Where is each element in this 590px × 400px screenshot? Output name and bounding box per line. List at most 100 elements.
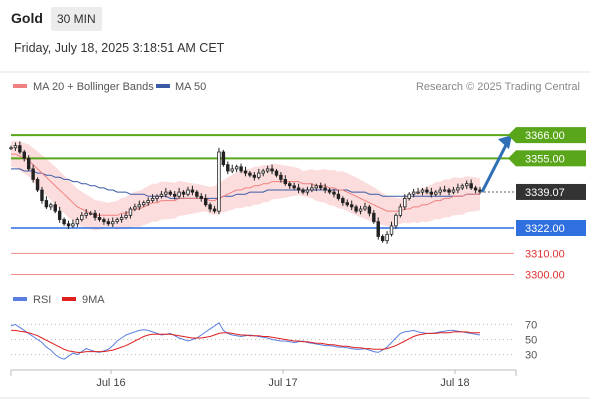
- legend-swatch-rsi: [13, 297, 27, 301]
- candle-body: [411, 191, 416, 195]
- candle-body: [26, 157, 31, 170]
- candle-body: [416, 191, 420, 194]
- candle-body: [301, 189, 305, 193]
- candle-body: [367, 206, 372, 214]
- level-label-box: [516, 150, 586, 167]
- rsi-panel: 70 50 30: [10, 319, 537, 362]
- candle-body: [425, 189, 429, 193]
- candle-body: [336, 193, 341, 199]
- candle-body: [159, 193, 164, 197]
- candle-body: [332, 191, 336, 195]
- candle-body: [13, 145, 18, 149]
- candle-body: [257, 172, 261, 178]
- candlesticks: [9, 141, 482, 244]
- credit-text: Research © 2025 Trading Central: [416, 81, 580, 93]
- interval-badge[interactable]: 30 MIN: [51, 7, 102, 31]
- candle-body: [208, 204, 212, 210]
- candle-body: [380, 236, 385, 242]
- level-label-pointer: [508, 127, 516, 144]
- candle-body: [35, 179, 40, 191]
- rsi-ma-line: [11, 329, 480, 353]
- candle-body: [31, 168, 35, 180]
- x-tick-label: Jul 16: [96, 377, 125, 389]
- candle-body: [128, 208, 133, 216]
- candle-body: [252, 174, 257, 178]
- candle-body: [40, 189, 44, 201]
- candle-body: [442, 189, 447, 192]
- legend-label-ma20: MA 20 + Bollinger Bands: [33, 81, 154, 93]
- candle-body: [456, 187, 460, 191]
- candle-body: [150, 198, 155, 201]
- candle-body: [80, 214, 84, 220]
- candle-body: [261, 170, 265, 174]
- rsi-legend: RSI 9MA: [13, 294, 105, 306]
- candle-body: [283, 179, 288, 185]
- candle-body: [133, 206, 137, 210]
- candle-body: [75, 219, 80, 225]
- candle-body: [349, 204, 354, 208]
- candle-body: [142, 202, 146, 206]
- rsi-tick-label: 70: [525, 319, 537, 331]
- candle-body: [9, 147, 13, 150]
- candle-body: [49, 204, 53, 208]
- candle-body: [243, 170, 248, 174]
- legend-label-9ma: 9MA: [82, 294, 105, 306]
- candle-body: [323, 187, 327, 191]
- candle-body: [239, 166, 243, 172]
- candle-body: [124, 214, 128, 218]
- candle-body: [195, 191, 199, 197]
- legend-label-ma50: MA 50: [175, 81, 206, 93]
- candle-body: [155, 195, 159, 199]
- level-label: 3322.00: [525, 223, 565, 235]
- candle-body: [385, 233, 389, 242]
- candle-body: [451, 189, 456, 193]
- candle-body: [363, 206, 367, 210]
- candle-body: [434, 191, 438, 195]
- candle-body: [398, 206, 403, 216]
- bollinger-band-fill: [11, 140, 480, 231]
- forecast-arrow-head: [498, 135, 512, 150]
- candle-body: [265, 168, 270, 172]
- candle-body: [172, 193, 177, 197]
- candle-body: [71, 223, 75, 227]
- level-label: 3300.00: [525, 269, 565, 281]
- candle-body: [327, 189, 332, 193]
- candle-body: [230, 168, 234, 172]
- candle-body: [376, 221, 380, 237]
- rsi-tick-label: 30: [525, 350, 537, 362]
- candle-body: [460, 185, 465, 189]
- legend-swatch-ma20: [13, 84, 27, 88]
- top-bar: Gold 30 MIN: [0, 0, 590, 36]
- candle-body: [119, 217, 124, 220]
- candle-body: [164, 191, 168, 195]
- rsi-tick-label: 50: [525, 335, 537, 347]
- candle-body: [217, 151, 221, 212]
- candle-body: [88, 212, 93, 215]
- rsi-line: [10, 322, 481, 360]
- candle-body: [226, 164, 230, 172]
- asset-name: Gold: [11, 10, 43, 26]
- candle-body: [177, 191, 181, 197]
- level-label: 3366.00: [525, 130, 565, 142]
- candle-body: [305, 189, 310, 193]
- timestamp: Friday, July 18, 2025 3:18:51 AM CET: [14, 41, 225, 55]
- candle-body: [18, 145, 22, 153]
- candle-body: [221, 151, 226, 166]
- candle-body: [279, 174, 283, 180]
- candle-body: [354, 206, 358, 212]
- level-label-box: [516, 127, 586, 144]
- price-levels: [11, 134, 514, 275]
- candle-body: [319, 185, 323, 189]
- candle-body: [345, 202, 349, 206]
- candle-body: [84, 212, 88, 216]
- candle-body: [57, 210, 62, 220]
- x-tick-label: Jul 18: [440, 377, 469, 389]
- candle-body: [44, 200, 49, 208]
- level-label: 3355.00: [525, 153, 565, 165]
- candle-body: [66, 223, 71, 227]
- candle-body: [314, 185, 319, 189]
- level-label-box: [516, 220, 586, 236]
- legend-label-rsi: RSI: [33, 294, 51, 306]
